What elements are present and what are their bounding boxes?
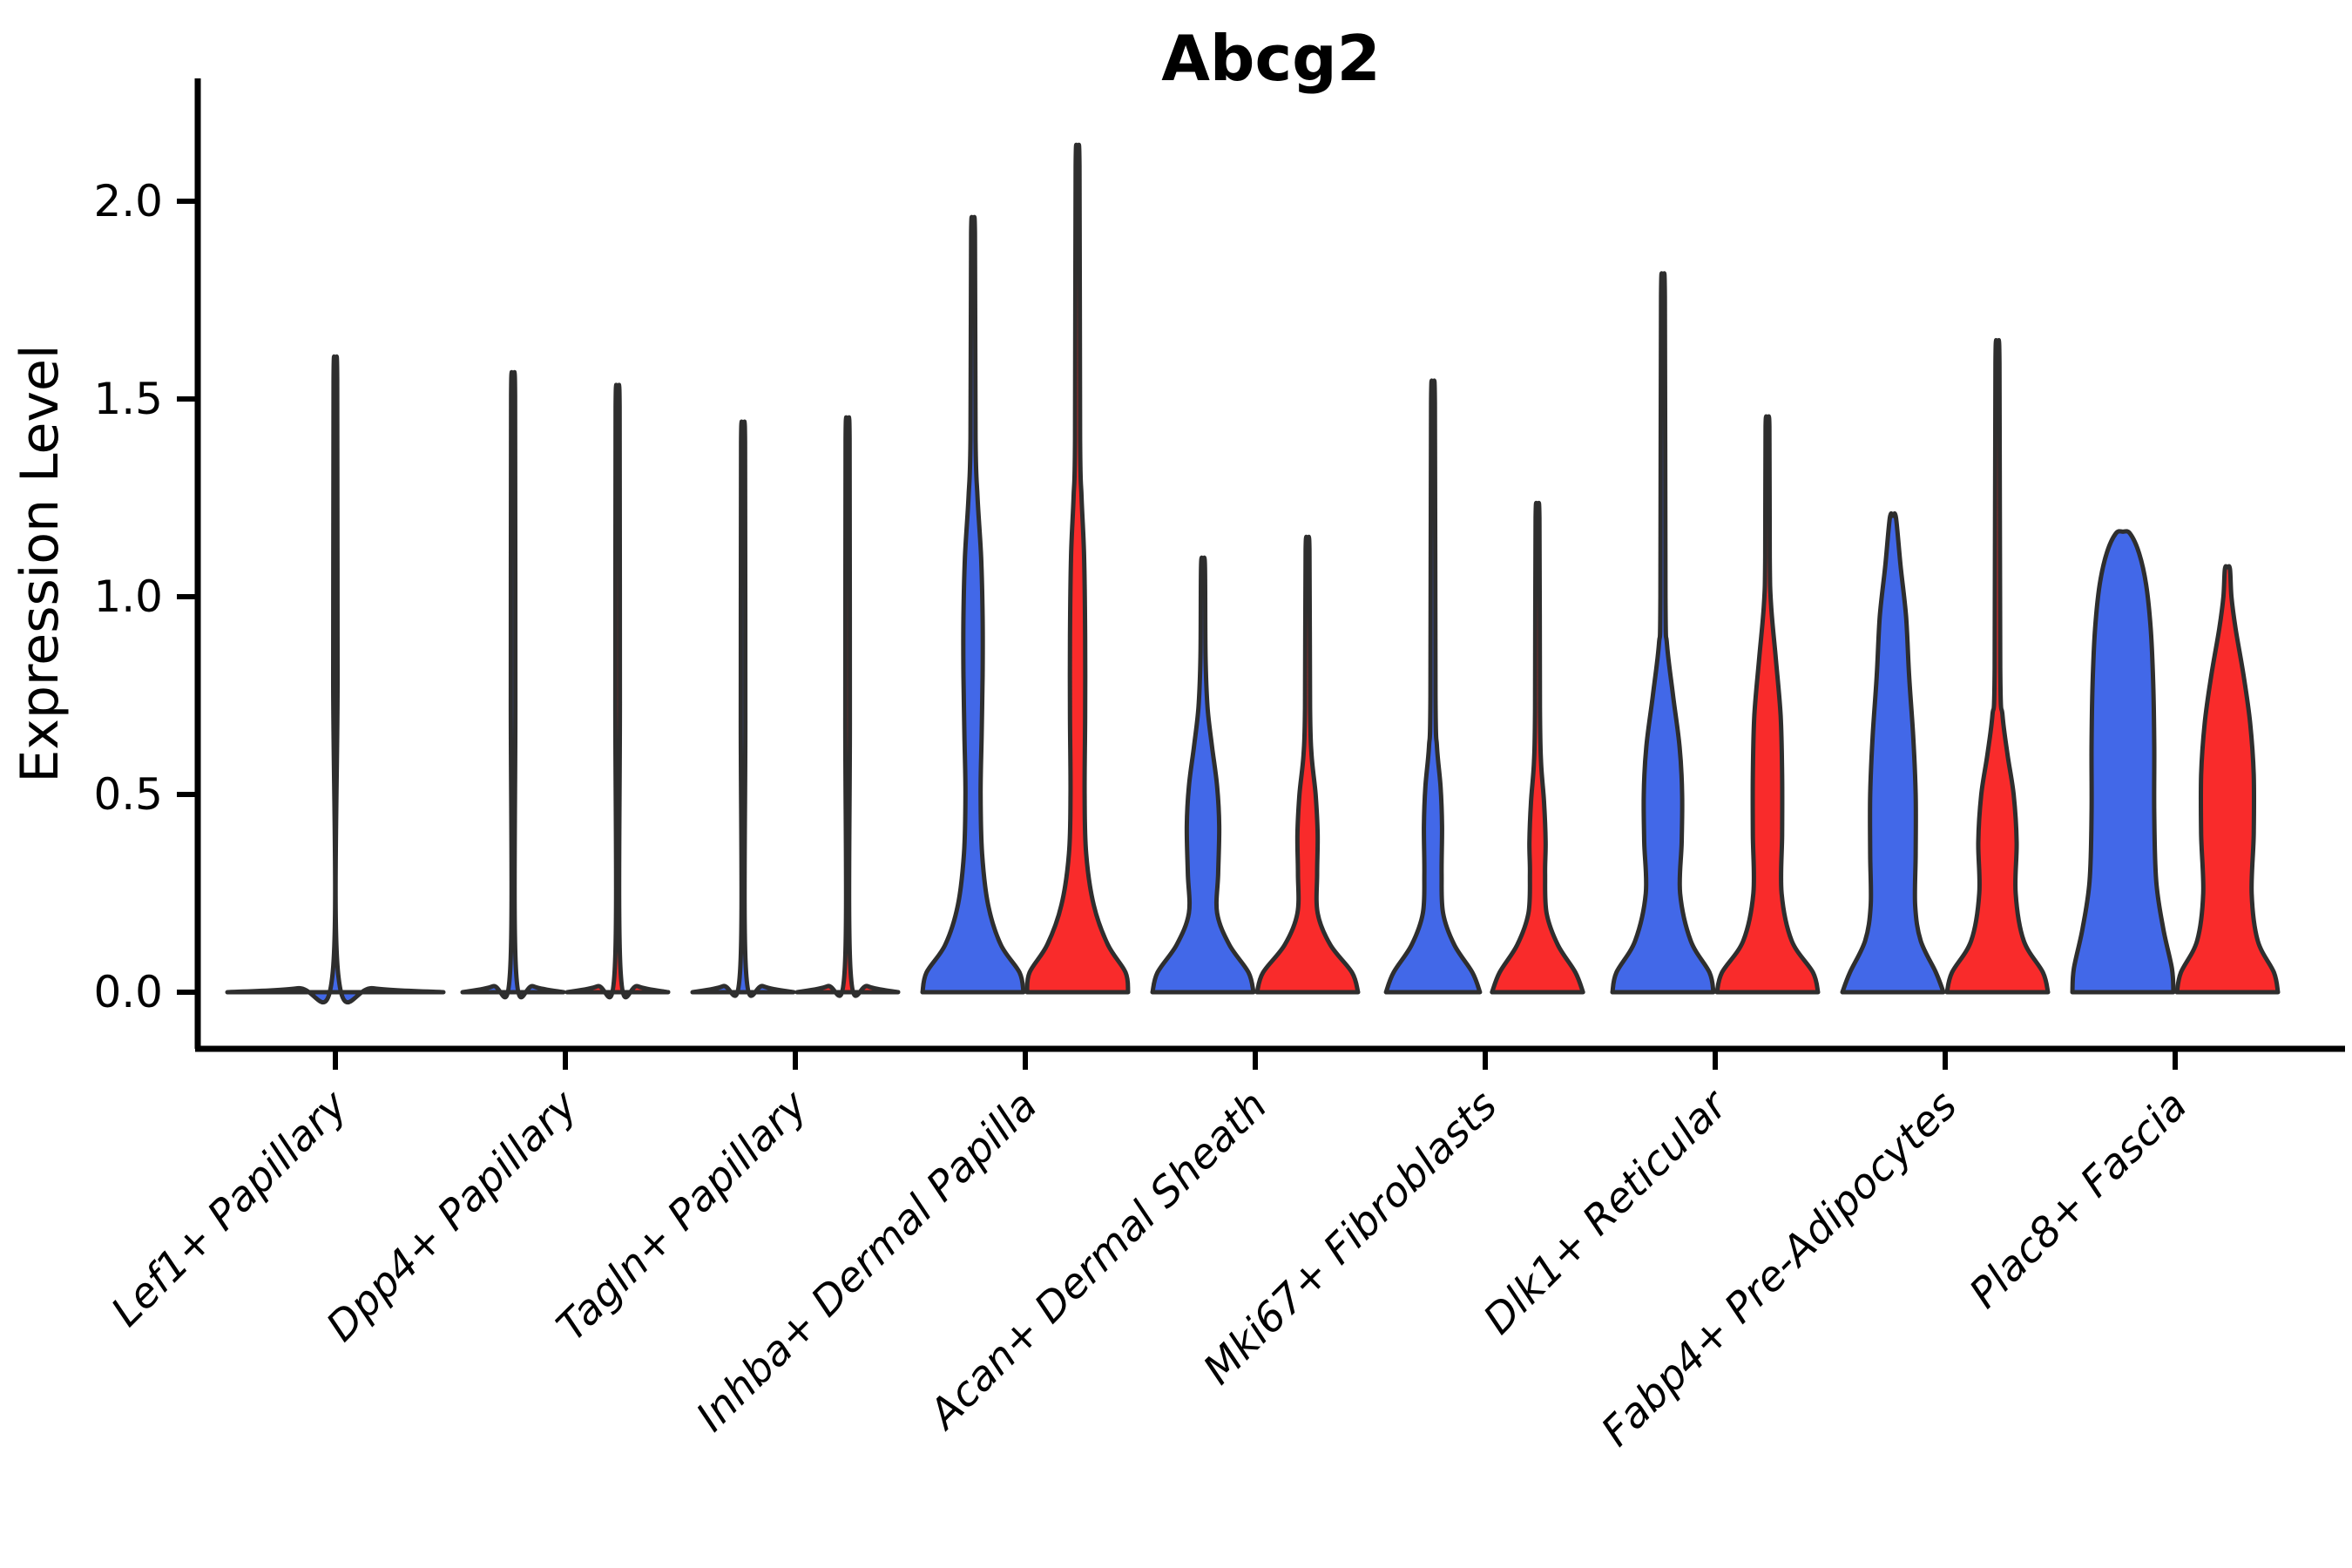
y-tick-label: 2.0 bbox=[93, 176, 163, 226]
violin-group2 bbox=[1024, 142, 1131, 995]
violin-group1 bbox=[2070, 529, 2176, 995]
violin-group1 bbox=[1383, 378, 1483, 995]
y-tick-label: 0.5 bbox=[93, 769, 163, 820]
plot-title: Abcg2 bbox=[1161, 22, 1381, 95]
x-tick-label: Tagln+ Papillary bbox=[548, 1081, 818, 1351]
violin-group1 bbox=[690, 419, 796, 998]
y-tick-label: 1.0 bbox=[93, 571, 163, 622]
violin-group2 bbox=[2174, 564, 2281, 995]
y-tick-label: 0.0 bbox=[93, 967, 163, 1017]
violin-group2 bbox=[1944, 338, 2051, 995]
violin-group1 bbox=[1610, 271, 1716, 995]
y-tick-label: 1.5 bbox=[93, 374, 163, 424]
y-axis-label: Expression Level bbox=[10, 344, 71, 782]
violin-group2 bbox=[1714, 414, 1821, 995]
violin-group1 bbox=[1840, 510, 1946, 995]
violins bbox=[225, 142, 2281, 1004]
violin-group1 bbox=[1150, 555, 1256, 995]
violin-group2 bbox=[1254, 534, 1361, 995]
x-tick-label: Dlk1+ Reticular bbox=[1475, 1080, 1739, 1344]
violin-group2 bbox=[794, 415, 901, 998]
violin-group1 bbox=[225, 354, 446, 1004]
x-tick-label: Dpp4+ Papillary bbox=[317, 1081, 587, 1351]
violin-group2 bbox=[1490, 500, 1585, 995]
violin-group1 bbox=[460, 369, 566, 1000]
x-tick-label: Lef1+ Papillary bbox=[102, 1081, 357, 1336]
violin-group1 bbox=[920, 214, 1026, 995]
violin-group2 bbox=[564, 382, 671, 1000]
x-tick-label: Plac8+ Fascia bbox=[1960, 1082, 2196, 1318]
